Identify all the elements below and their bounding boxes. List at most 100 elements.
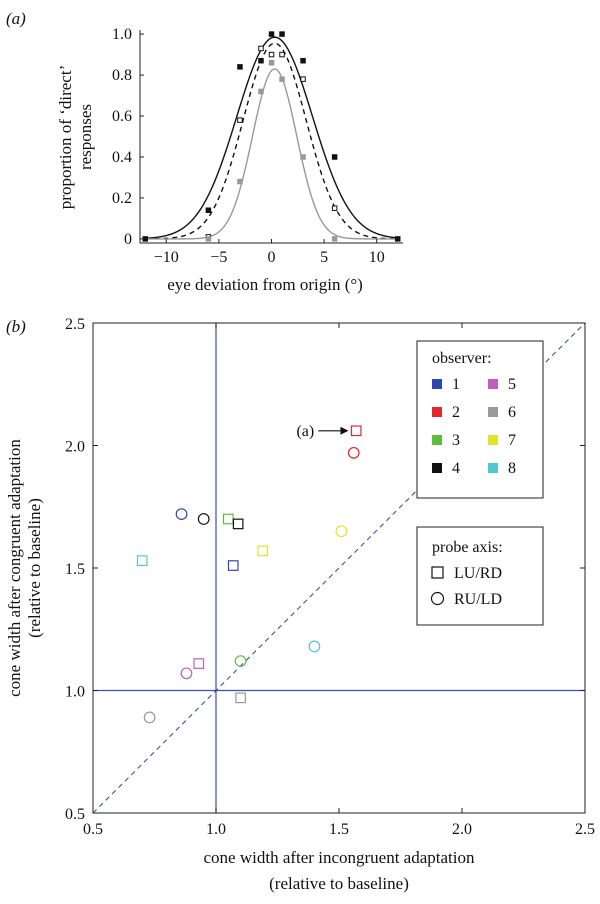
panel-a-data-point-series-1 bbox=[300, 57, 306, 64]
panel-a-x-axis-label: eye deviation from origin (°) bbox=[167, 275, 363, 294]
panel-a: (a) −10 −5 0 5 10 0 0.2 0.4 0.6 0.8 1.0 eye deviat… bbox=[6, 9, 403, 294]
panel-b-x-tick-label: 1.5 bbox=[329, 821, 349, 838]
panel-b-x-tick-label: 2.5 bbox=[575, 821, 595, 838]
data-point-observer-4-lu-rd bbox=[232, 518, 244, 530]
panel-a-y-tick-label: 0 bbox=[124, 231, 132, 248]
panel-a-curves bbox=[145, 36, 398, 240]
legend-probe-label-2: RU/LD bbox=[454, 591, 502, 608]
panel-a-data-point-series-1 bbox=[205, 207, 212, 213]
panel-a-markers bbox=[142, 31, 401, 242]
data-point-observer-2-ru-ld bbox=[347, 446, 360, 459]
legend-observer-entries: 1 2 3 4 5 6 7 8 bbox=[432, 376, 516, 477]
legend-observer-title: observer: bbox=[432, 350, 492, 367]
panel-b-ticks: 0.50.5 1.0 1.0 1.5 1.5 2.0 2.0 2.5 2.5 bbox=[65, 316, 595, 838]
legend-probe-box bbox=[416, 526, 544, 626]
panel-a-data-point-series-2 bbox=[300, 76, 306, 82]
panel-b-label: (b) bbox=[6, 317, 26, 336]
panel-a-y-tick-label: 1.0 bbox=[112, 26, 132, 43]
data-point-observer-2-lu-rd bbox=[350, 425, 362, 437]
panel-a-data-point-series-2 bbox=[258, 45, 264, 52]
legend-observer-swatch-1 bbox=[432, 379, 442, 389]
panel-a-data-point-series-1 bbox=[268, 31, 275, 37]
data-point-observer-8-ru-ld bbox=[308, 640, 321, 653]
panel-b-y-tick-label: 1.0 bbox=[65, 684, 85, 701]
panel-b-x-axis-label-line-2: (relative to baseline) bbox=[269, 874, 409, 893]
panel-b-annotation: (a) bbox=[296, 423, 349, 440]
panel-a-data-point-series-3 bbox=[279, 76, 285, 82]
panel-a-y-tick-label: 0.6 bbox=[112, 108, 132, 125]
panel-a-x-tick-label: 10 bbox=[369, 249, 385, 266]
legend-observer-swatch-7 bbox=[488, 435, 498, 445]
legend-probe-label-1: LU/RD bbox=[454, 565, 502, 582]
data-point-observer-5-ru-ld bbox=[180, 667, 193, 680]
panel-a-data-point-series-3 bbox=[331, 236, 338, 242]
legend-observer-label-8: 8 bbox=[508, 460, 516, 477]
data-point-observer-7-ru-ld bbox=[335, 525, 348, 538]
data-point-observer-1-lu-rd bbox=[227, 560, 239, 571]
panel-a-fit-curve-3 bbox=[145, 68, 398, 240]
panel-a-data-point-series-1 bbox=[279, 31, 285, 37]
annotation-arrow-head bbox=[340, 426, 349, 435]
legend-probe-square-marker bbox=[431, 566, 444, 579]
legend-probe-entries: LU/RD RU/LD bbox=[430, 565, 502, 608]
panel-a-data-point-series-2 bbox=[279, 51, 285, 58]
panel-a-data-point-series-1 bbox=[237, 64, 243, 70]
legend-observer-label-6: 6 bbox=[508, 404, 516, 421]
panel-b-y-axis-label: cone width after congruent adaptation (r… bbox=[5, 439, 44, 697]
data-point-observer-7-lu-rd bbox=[257, 545, 269, 557]
panel-a-x-tick-label: 0 bbox=[268, 249, 276, 266]
panel-b-y-axis-label-line-1: cone width after congruent adaptation bbox=[5, 439, 24, 697]
legend-observer: observer: 1 2 3 4 5 6 7 8 bbox=[416, 340, 544, 499]
legend-observer-label-2: 2 bbox=[452, 404, 460, 421]
panel-a-data-point-series-3 bbox=[300, 154, 306, 160]
data-point-observer-3-ru-ld bbox=[234, 655, 247, 667]
panel-b-y-tick-label: 2.5 bbox=[65, 316, 85, 333]
data-point-observer-8-lu-rd bbox=[136, 555, 148, 567]
panel-a-data-point-series-2 bbox=[331, 205, 338, 211]
panel-a-fit-curve-2 bbox=[145, 42, 398, 240]
panel-b-y-tick-label: 0.5 bbox=[65, 806, 85, 823]
panel-a-x-tick-label: 5 bbox=[320, 249, 328, 266]
annotation-label: (a) bbox=[296, 423, 314, 440]
panel-a-x-tick-label: −10 bbox=[154, 249, 179, 266]
panel-a-axes: −10 −5 0 5 10 0 0.2 0.4 0.6 0.8 1.0 bbox=[112, 26, 403, 266]
data-point-observer-5-lu-rd bbox=[193, 658, 205, 669]
panel-a-x-tick-label: −5 bbox=[210, 249, 227, 266]
panel-a-data-point-series-1 bbox=[258, 57, 264, 64]
panel-a-data-point-series-2 bbox=[237, 117, 243, 123]
legend-observer-label-7: 7 bbox=[508, 432, 516, 449]
legend-observer-swatch-6 bbox=[488, 407, 498, 417]
legend-observer-label-5: 5 bbox=[508, 376, 516, 393]
legend-observer-label-3: 3 bbox=[452, 432, 460, 449]
legend-observer-swatch-3 bbox=[432, 435, 442, 445]
panel-a-data-point-series-1 bbox=[331, 154, 338, 160]
panel-b: (b) 0.50.5 1.0 1.0 1.5 1.5 2.0 2.0 2.5 2.5 (a) o… bbox=[5, 316, 595, 893]
legend-observer-label-4: 4 bbox=[452, 460, 460, 477]
data-point-observer-6-ru-ld bbox=[143, 711, 156, 724]
panel-b-y-tick-label: 1.5 bbox=[65, 561, 85, 578]
legend-observer-swatch-8 bbox=[488, 463, 498, 473]
panel-a-data-point-series-1 bbox=[394, 236, 401, 242]
legend-probe: probe axis: LU/RD RU/LD bbox=[416, 526, 544, 626]
legend-probe-title: probe axis: bbox=[432, 539, 503, 556]
panel-b-x-tick-label: 1.0 bbox=[206, 821, 226, 838]
data-point-observer-6-lu-rd bbox=[235, 692, 246, 704]
legend-observer-swatch-5 bbox=[488, 379, 498, 389]
panel-a-label: (a) bbox=[6, 9, 26, 28]
panel-a-y-axis-label-line-1: proportion of ‘direct’ bbox=[56, 65, 75, 209]
panel-a-data-point-series-3 bbox=[237, 178, 243, 185]
panel-a-y-axis-label: proportion of ‘direct’ responses bbox=[56, 65, 95, 209]
panel-a-y-axis-label-line-2: responses bbox=[76, 104, 95, 170]
panel-b-y-tick-label: 2.0 bbox=[65, 439, 85, 456]
panel-a-data-point-series-3 bbox=[268, 60, 275, 66]
panel-a-y-tick-label: 0.8 bbox=[112, 67, 132, 84]
data-point-observer-4-ru-ld bbox=[197, 513, 210, 525]
panel-a-data-point-series-2 bbox=[268, 51, 275, 58]
data-point-observer-3-lu-rd bbox=[222, 513, 234, 525]
data-point-observer-1-ru-ld bbox=[175, 508, 188, 520]
panel-b-x-tick-label: 2.0 bbox=[452, 821, 472, 838]
legend-observer-swatch-4 bbox=[432, 463, 442, 473]
legend-observer-label-1: 1 bbox=[452, 376, 460, 393]
panel-a-data-point-series-3 bbox=[205, 236, 212, 242]
